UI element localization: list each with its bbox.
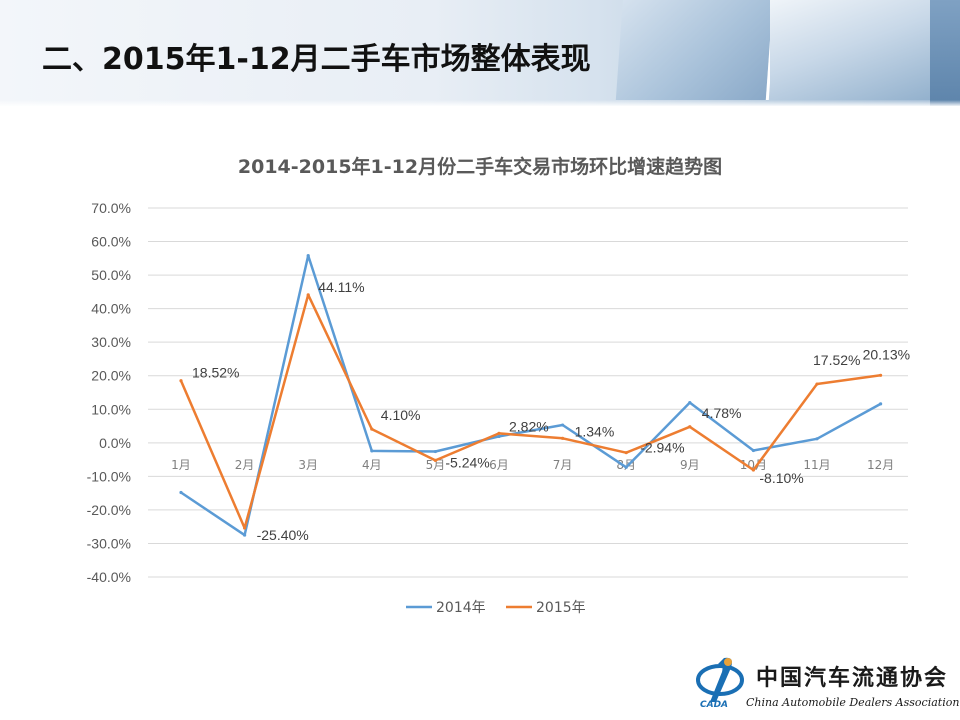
data-label-2015: 20.13% xyxy=(863,346,910,362)
x-tick-label: 11月 xyxy=(803,458,830,472)
data-label-2015: 4.78% xyxy=(702,405,742,421)
decorative-cube xyxy=(930,0,960,106)
data-label-2015: 1.34% xyxy=(575,423,615,439)
y-tick-label: -30.0% xyxy=(87,535,131,551)
x-tick-label: 5月 xyxy=(426,458,446,472)
data-label-2015: 44.11% xyxy=(318,279,364,295)
data-point-2014 xyxy=(879,402,883,406)
data-point-2014 xyxy=(751,448,756,453)
logo-name-zh: 中国汽车流通协会 xyxy=(756,665,949,691)
data-point-2015 xyxy=(688,425,692,429)
data-point-2014 xyxy=(306,254,310,258)
x-tick-label: 9月 xyxy=(680,458,700,472)
data-point-2014 xyxy=(561,423,565,427)
data-point-2015 xyxy=(306,293,310,297)
y-tick-label: -40.0% xyxy=(87,569,131,585)
data-point-2014 xyxy=(243,533,247,537)
data-point-2014 xyxy=(370,449,374,453)
data-point-2015 xyxy=(433,458,437,462)
data-label-2015: -25.40% xyxy=(257,527,309,543)
y-tick-label: -10.0% xyxy=(87,468,131,484)
data-point-2015 xyxy=(624,451,628,455)
x-tick-label: 4月 xyxy=(362,458,382,472)
x-tick-label: 2月 xyxy=(235,458,255,472)
data-point-2015 xyxy=(751,468,756,472)
data-label-2015: 4.10% xyxy=(381,407,421,423)
page-title: 二、2015年1-12月二手车市场整体表现 xyxy=(42,42,591,77)
y-tick-label: 0.0% xyxy=(99,435,131,451)
data-point-2015 xyxy=(879,373,883,377)
x-tick-label: 7月 xyxy=(553,458,573,472)
x-tick-label: 3月 xyxy=(298,458,318,472)
data-point-2014 xyxy=(688,400,692,405)
y-tick-label: 40.0% xyxy=(91,301,131,317)
x-tick-label: 1月 xyxy=(171,458,191,472)
header-fade xyxy=(0,100,960,106)
data-label-2015: 2.82% xyxy=(509,418,549,434)
data-label-2015: -2.94% xyxy=(640,440,684,456)
chart-title: 2014-2015年1-12月份二手车交易市场环比增速趋势图 xyxy=(237,156,723,178)
logo-name-en: China Automobile Dealers Association xyxy=(746,696,960,709)
y-tick-label: 10.0% xyxy=(91,401,131,417)
y-tick-label: 20.0% xyxy=(91,368,131,384)
y-tick-label: -20.0% xyxy=(87,502,131,518)
legend-label-2015: 2015年 xyxy=(536,600,586,616)
series-line-2014 xyxy=(179,254,882,537)
header-banner xyxy=(0,0,960,106)
data-point-2014 xyxy=(179,490,183,495)
y-tick-label: 70.0% xyxy=(91,200,131,216)
cada-logo-icon xyxy=(696,657,744,702)
data-point-2014 xyxy=(815,437,819,441)
data-label-2015: 17.52% xyxy=(813,352,860,368)
association-logo: CADA 中国汽车流通协会 China Automobile Dealers A… xyxy=(694,652,960,716)
data-point-2014 xyxy=(624,465,628,469)
data-point-2015 xyxy=(561,436,565,440)
data-label-2015: -5.24% xyxy=(445,454,489,470)
legend-label-2014: 2014年 xyxy=(436,600,486,616)
x-tick-label: 6月 xyxy=(489,458,509,472)
data-point-2015 xyxy=(815,382,819,386)
x-tick-label: 12月 xyxy=(867,458,894,472)
data-point-2015 xyxy=(370,427,374,431)
data-point-2015 xyxy=(243,526,247,530)
data-point-2014 xyxy=(497,434,501,439)
series-line-2015 xyxy=(179,293,882,530)
y-tick-label: 50.0% xyxy=(91,267,131,283)
decorative-cube xyxy=(770,0,930,100)
logo-abbr: CADA xyxy=(700,700,729,710)
data-label-2015: -8.10% xyxy=(759,470,803,486)
y-tick-label: 30.0% xyxy=(91,334,131,350)
data-point-2015 xyxy=(497,431,501,435)
data-label-2015: 18.52% xyxy=(192,365,239,381)
data-point-2014 xyxy=(433,449,437,454)
data-point-2015 xyxy=(179,379,183,383)
y-tick-label: 60.0% xyxy=(91,234,131,250)
